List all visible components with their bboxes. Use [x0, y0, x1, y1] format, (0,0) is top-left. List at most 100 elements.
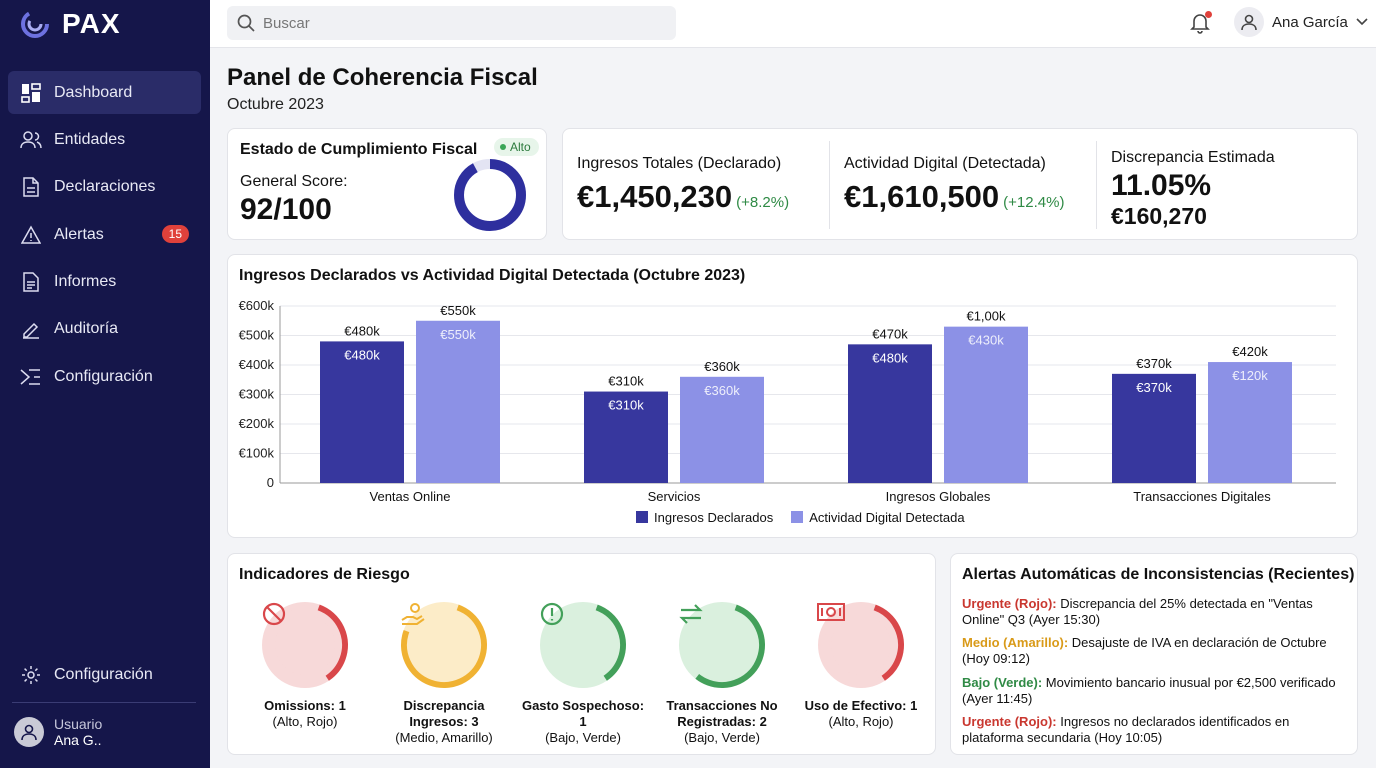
y-tick-label: €300k [239, 387, 275, 402]
alert-level: Urgente (Rojo): [962, 596, 1057, 611]
alert-item[interactable]: Bajo (Verde): Movimiento bancario inusua… [962, 675, 1347, 707]
search-box [227, 6, 676, 40]
bar-inner-label: €370k [1136, 380, 1172, 395]
sidebar-item-declaraciones[interactable]: Declaraciones [8, 165, 201, 208]
search-icon [237, 14, 255, 32]
legend-label: Ingresos Declarados [654, 510, 774, 525]
risk-gauge [818, 602, 904, 688]
risk-indicator[interactable]: Uso de Efectivo: 1 (Alto, Rojo) [796, 600, 926, 730]
kpi-digital-value: €1,610,500 (+12.4%) [844, 179, 1064, 215]
x-tick-label: Transacciones Digitales [1133, 489, 1271, 504]
cash-icon [816, 600, 906, 690]
sidebar-item-entidades[interactable]: Entidades [8, 118, 201, 161]
risk-level: (Bajo, Verde) [545, 730, 621, 745]
bar[interactable] [1208, 362, 1292, 483]
sidebar-item-label: Auditoría [54, 319, 119, 337]
risk-ring [677, 600, 767, 690]
sidebar-item-auditoria[interactable]: Auditoría [8, 307, 201, 350]
user-menu[interactable]: Ana García [1234, 7, 1368, 37]
bar-inner-label: €120k [1232, 368, 1268, 383]
sidebar-item-label: Configuración [54, 665, 153, 683]
risk-name: Uso de Efectivo: 1 [804, 698, 918, 713]
bar[interactable] [584, 391, 668, 483]
avatar [1234, 7, 1264, 37]
x-tick-label: Ingresos Globales [886, 489, 991, 504]
risk-ring [538, 600, 628, 690]
bell-icon [1190, 14, 1210, 34]
user-icon [1241, 14, 1257, 31]
kpi-discrepancy-amount: €160,270 [1111, 203, 1207, 229]
risk-card: Indicadores de Riesgo Omissions: 1 (Alto… [227, 553, 936, 755]
alert-count-badge: 15 [161, 225, 189, 243]
risk-indicator[interactable]: Omissions: 1 (Alto, Rojo) [240, 600, 370, 730]
sidebar-user[interactable]: Usuario Ana G.. [14, 716, 102, 748]
sidebar-item-label: Dashboard [54, 83, 133, 101]
search-input[interactable] [263, 14, 663, 32]
kpi-digital-amount: €1,610,500 [844, 179, 1000, 214]
bar[interactable] [680, 376, 764, 483]
kpi-digital-label: Actividad Digital (Detectada) [844, 155, 1046, 172]
risk-level: (Medio, Amarillo) [395, 730, 493, 745]
app-name: PAX [62, 8, 121, 39]
score-donut-fill [454, 159, 526, 231]
alert-item[interactable]: Urgente (Rojo): Discrepancia del 25% det… [962, 596, 1347, 628]
legend-item-declared[interactable]: Ingresos Declarados [636, 510, 773, 525]
bar-value-label: €480k [344, 323, 380, 338]
risk-level: (Bajo, Verde) [684, 730, 760, 745]
status-dot-icon [500, 144, 506, 150]
sidebar-item-dashboard[interactable]: Dashboard [8, 71, 201, 114]
alert-level: Medio (Amarillo): [962, 635, 1069, 650]
sidebar-item-alertas[interactable]: Alertas 15 [8, 213, 201, 256]
alert-item[interactable]: Urgente (Rojo): Ingresos no declarados i… [962, 714, 1347, 746]
y-tick-label: €400k [239, 357, 275, 372]
bar[interactable] [848, 344, 932, 483]
risk-gauge [679, 602, 765, 688]
ban-icon [260, 600, 350, 690]
pen-icon [20, 318, 42, 340]
risk-indicator[interactable]: Discrepancia Ingresos: 3 (Medio, Amarill… [379, 600, 509, 746]
users-icon [20, 129, 42, 151]
bar-inner-label: €480k [344, 347, 380, 362]
user-name: Ana García [1272, 13, 1348, 31]
notifications-button[interactable] [1190, 11, 1212, 39]
risk-ring [260, 600, 350, 690]
bar-value-label: €420k [1232, 344, 1268, 359]
kpi-card: Ingresos Totales (Declarado) €1,450,230(… [562, 128, 1358, 240]
alerts-card: Alertas Automáticas de Inconsistencias (… [950, 553, 1358, 755]
risk-indicator[interactable]: Gasto Sospechoso: 1 (Bajo, Verde) [518, 600, 648, 746]
status-badge-label: Alto [510, 140, 531, 154]
topbar: Ana García [210, 0, 1376, 48]
pax-logo-icon [21, 10, 49, 38]
alert-text: Movimiento bancario inusual por €2,500 v… [962, 675, 1336, 706]
alert-item[interactable]: Medio (Amarillo): Desajuste de IVA en de… [962, 635, 1347, 667]
alert-level: Urgente (Rojo): [962, 714, 1057, 729]
sidebar-divider [12, 702, 196, 703]
kpi-divider [1096, 141, 1097, 229]
sidebar-item-label: Configuración [54, 367, 153, 385]
sidebar: PAX Dashboard Entidades Declaraciones Al… [0, 0, 210, 768]
bar-value-label: €550k [440, 303, 476, 318]
hand-coin-icon [399, 600, 489, 690]
sidebar-item-configuracion-bottom[interactable]: Configuración [8, 653, 201, 696]
kpi-divider [829, 141, 830, 229]
sidebar-item-informes[interactable]: Informes [8, 260, 201, 303]
app-logo[interactable]: PAX [20, 8, 121, 40]
risk-level: (Alto, Rojo) [828, 714, 894, 729]
sidebar-item-label: Informes [54, 272, 117, 290]
legend-item-digital[interactable]: Actividad Digital Detectada [791, 510, 965, 525]
x-tick-label: Ventas Online [370, 489, 451, 504]
kpi-declared-delta: (+8.2%) [736, 194, 790, 211]
bar[interactable] [944, 326, 1028, 483]
risk-indicator[interactable]: Transacciones No Registradas: 2 (Bajo, V… [657, 600, 787, 746]
legend-label: Actividad Digital Detectada [809, 510, 965, 525]
kpi-digital: Actividad Digital (Detectada) €1,610,500… [830, 129, 1096, 241]
sidebar-item-configuracion[interactable]: Configuración [8, 355, 201, 398]
risk-title: Indicadores de Riesgo [239, 566, 410, 583]
kpi-digital-delta: (+12.4%) [1003, 194, 1065, 211]
bar-inner-label: €550k [440, 327, 476, 342]
bar[interactable] [416, 320, 500, 483]
bar[interactable] [320, 341, 404, 483]
exchange-icon [677, 600, 767, 690]
bar[interactable] [1112, 373, 1196, 483]
compliance-title: Estado de Cumplimiento Fiscal [240, 141, 478, 158]
